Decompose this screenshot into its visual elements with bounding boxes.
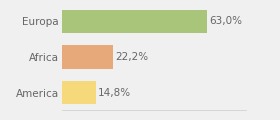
Text: 63,0%: 63,0%	[209, 16, 242, 26]
Text: 14,8%: 14,8%	[98, 88, 131, 98]
Bar	[62, 81, 96, 104]
Text: 22,2%: 22,2%	[115, 52, 148, 62]
Bar	[62, 10, 207, 33]
Bar	[62, 45, 113, 69]
